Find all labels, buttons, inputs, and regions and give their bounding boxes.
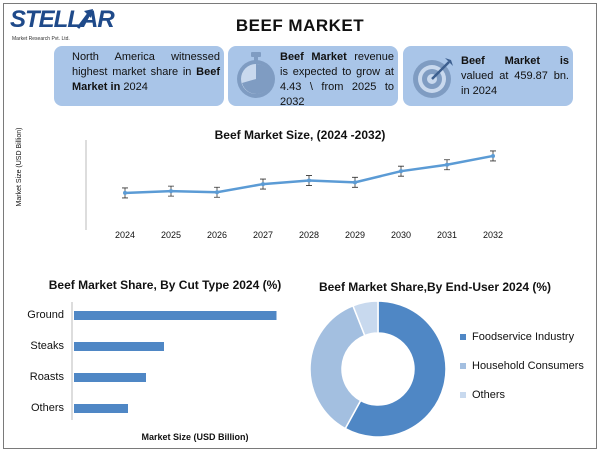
line-point bbox=[491, 153, 495, 158]
line-point bbox=[353, 180, 357, 185]
donut-legend: Foodservice Industry Household Consumers… bbox=[460, 330, 584, 417]
donut-chart bbox=[309, 300, 447, 438]
legend-item: Foodservice Industry bbox=[460, 330, 584, 359]
donut-slice bbox=[351, 300, 379, 337]
x-tick-label: 2028 bbox=[299, 230, 319, 240]
donut-chart-title: Beef Market Share,By End-User 2024 (%) bbox=[318, 280, 552, 294]
line-point bbox=[307, 178, 311, 183]
stat-card-text: Beef Market revenue is expected to grow … bbox=[280, 51, 395, 108]
infographic-frame bbox=[3, 3, 597, 449]
stat-card-text: Beef Market is valued at 459.87 bn. in 2… bbox=[461, 55, 569, 97]
bar-category-label: Roasts bbox=[29, 371, 64, 383]
x-tick-label: 2030 bbox=[391, 230, 411, 240]
line-point bbox=[215, 190, 219, 195]
bar-chart-title: Beef Market Share, By Cut Type 2024 (%) bbox=[48, 278, 282, 292]
line-chart: 2024 2025 2026 2027 2028 2029 2030 2031 2032 bbox=[85, 140, 503, 240]
legend-swatch bbox=[460, 363, 466, 369]
donut-slice bbox=[309, 304, 366, 430]
target-icon bbox=[413, 58, 453, 98]
bar-category-label: Ground bbox=[27, 309, 64, 321]
line-point bbox=[399, 169, 403, 174]
bar bbox=[74, 373, 146, 382]
line-chart-title: Beef Market Size, (2024 -2032) bbox=[214, 128, 386, 142]
bar-chart-xlabel: Market Size (USD Billion) bbox=[141, 432, 249, 442]
stat-card-text: North America witnessed highest market s… bbox=[72, 51, 220, 93]
stellar-logo: STELLAR Market Research Pvt. Ltd. bbox=[10, 6, 115, 46]
donut-slice bbox=[344, 300, 447, 438]
logo-tagline: Market Research Pvt. Ltd. bbox=[12, 36, 70, 42]
stat-card-region: North America witnessed highest market s… bbox=[54, 46, 224, 106]
line-point bbox=[169, 189, 173, 194]
line-chart-ylabel: Market Size (USD Billion) bbox=[16, 127, 23, 207]
logo-name: STELLAR bbox=[10, 6, 115, 33]
bar-category-label: Others bbox=[30, 402, 64, 414]
stopwatch-icon bbox=[237, 52, 275, 98]
bar bbox=[74, 404, 128, 413]
x-tick-label: 2027 bbox=[253, 230, 273, 240]
legend-item: Others bbox=[460, 388, 584, 417]
arrow-icon bbox=[76, 9, 93, 29]
x-tick-label: 2025 bbox=[161, 230, 181, 240]
page-title: BEEF MARKET bbox=[235, 16, 365, 35]
legend-swatch bbox=[460, 392, 466, 398]
x-tick-label: 2024 bbox=[115, 230, 135, 240]
line-series bbox=[124, 154, 494, 195]
line-point bbox=[445, 162, 449, 167]
x-tick-label: 2029 bbox=[345, 230, 365, 240]
x-tick-label: 2026 bbox=[207, 230, 227, 240]
stat-card-growth: Beef Market revenue is expected to grow … bbox=[228, 46, 398, 108]
bar bbox=[74, 342, 164, 351]
stat-card-value: Beef Market is valued at 459.87 bn. in 2… bbox=[403, 46, 573, 106]
x-tick-label: 2032 bbox=[483, 230, 503, 240]
bar-category-label: Steaks bbox=[30, 340, 64, 352]
line-point bbox=[261, 182, 265, 187]
x-tick-label: 2031 bbox=[437, 230, 457, 240]
bar-chart bbox=[71, 302, 277, 420]
legend-swatch bbox=[460, 334, 466, 340]
bar bbox=[74, 311, 277, 320]
line-point bbox=[123, 190, 127, 195]
legend-item: Household Consumers bbox=[460, 359, 584, 388]
